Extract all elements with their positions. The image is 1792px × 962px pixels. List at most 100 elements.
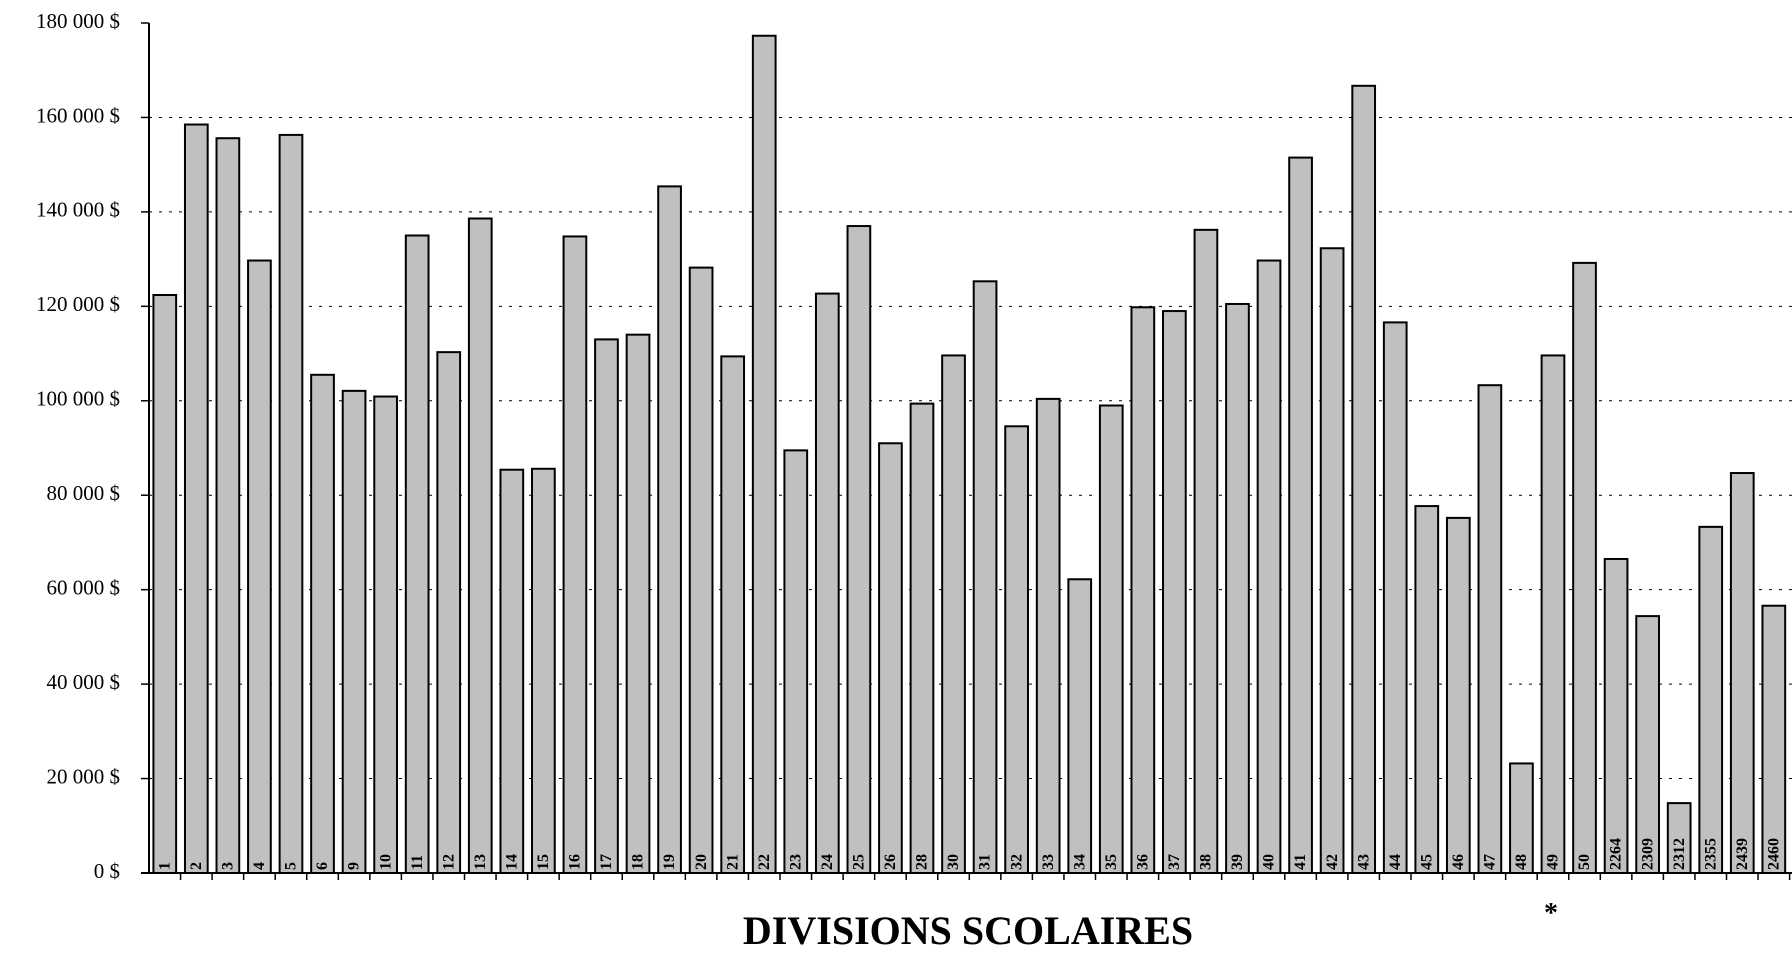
y-tick-label: 160 000 $ [36, 103, 120, 127]
bar [1572, 261, 1597, 874]
x-tick-label: 1 [156, 862, 173, 870]
x-tick-label: 2355 [1702, 838, 1719, 870]
x-tick-label: 2 [188, 862, 205, 870]
x-tick-label: 40 [1261, 854, 1278, 870]
x-tick-label: 42 [1324, 854, 1341, 870]
bar [814, 292, 840, 875]
x-tick-label: 6 [314, 862, 331, 870]
bar [941, 354, 966, 874]
bar [1351, 84, 1377, 875]
bar [1256, 259, 1282, 874]
bar [1382, 321, 1408, 874]
x-tick-label: 31 [977, 854, 994, 870]
bar [373, 395, 398, 874]
bar [1540, 354, 1566, 874]
bar [1761, 604, 1787, 874]
x-tick-label: 47 [1482, 854, 1499, 870]
y-tick-label: 20 000 $ [47, 764, 121, 788]
x-tick-label: 19 [661, 854, 678, 870]
y-tick-label: 0 $ [94, 859, 120, 883]
bar [183, 123, 209, 875]
x-tick-label: 34 [1071, 854, 1088, 870]
bar [1193, 228, 1219, 875]
bar [909, 402, 935, 874]
x-tick-label: 16 [567, 854, 584, 870]
bar [562, 235, 588, 874]
x-tick-label: 9 [346, 862, 363, 870]
x-tick-label: 41 [1292, 854, 1309, 870]
x-tick-label: 46 [1450, 854, 1467, 870]
bar [1130, 306, 1156, 874]
x-tick-label: 49 [1545, 854, 1562, 870]
x-tick-label: 50 [1576, 854, 1593, 870]
bar [657, 185, 682, 874]
x-tick-label: 5 [283, 862, 300, 870]
bar [215, 137, 241, 874]
y-tick-label: 100 000 $ [36, 387, 120, 411]
bar [846, 225, 872, 875]
bar [1225, 302, 1250, 874]
x-tick-label: 22 [756, 854, 773, 870]
x-tick-label: 24 [819, 854, 836, 870]
bar [436, 351, 462, 874]
x-tick-label: 26 [882, 854, 899, 870]
bar [1445, 516, 1471, 875]
bar [531, 467, 556, 874]
x-tick-label: 23 [787, 854, 804, 870]
x-tick-label: 14 [503, 854, 520, 870]
x-axis-title: DIVISIONS SCOLAIRES [743, 908, 1193, 953]
x-tick-label: 18 [630, 854, 647, 870]
y-tick-label: 120 000 $ [36, 292, 120, 316]
y-tick-label: 60 000 $ [47, 575, 121, 599]
bar [878, 442, 903, 874]
x-tick-label: 2312 [1671, 838, 1688, 870]
y-tick-label: 40 000 $ [47, 670, 121, 694]
x-tick-label: 38 [1198, 854, 1215, 870]
bar [720, 355, 746, 874]
bar [1603, 557, 1629, 874]
bar [1067, 578, 1093, 874]
bar [1162, 310, 1187, 874]
bar [688, 266, 714, 875]
x-tick-label: 28 [914, 854, 931, 870]
bar [278, 133, 304, 874]
bar [404, 234, 430, 874]
bar [1319, 247, 1345, 874]
bar [1098, 404, 1124, 874]
x-tick-label: 3 [220, 862, 237, 870]
x-tick-label: 4 [251, 862, 268, 870]
bar [341, 389, 367, 874]
bar [1288, 156, 1313, 875]
x-tick-label: 39 [1229, 854, 1246, 870]
x-tick-label: 17 [598, 854, 615, 870]
y-tick-label: 140 000 $ [36, 198, 120, 222]
bar [972, 280, 998, 874]
x-tick-label: 30 [945, 854, 962, 870]
annotation: * [1544, 898, 1558, 929]
x-tick-label: 48 [1513, 854, 1530, 870]
x-tick-label: 2264 [1608, 838, 1625, 870]
x-tick-label: 43 [1355, 854, 1372, 870]
bar [467, 217, 493, 874]
bar [1414, 505, 1440, 874]
y-tick-label: 180 000 $ [36, 9, 120, 33]
bar [751, 34, 777, 874]
bar [625, 333, 651, 874]
x-tick-label: 36 [1134, 854, 1151, 870]
bar [247, 259, 272, 874]
x-tick-label: 20 [693, 854, 710, 870]
x-tick-label: 11 [409, 855, 426, 870]
x-tick-label: 32 [1008, 854, 1025, 870]
bar [1729, 472, 1755, 874]
x-tick-label: 21 [724, 854, 741, 870]
bar [1477, 384, 1503, 874]
x-tick-label: 13 [472, 854, 489, 870]
x-tick-label: 45 [1418, 854, 1435, 870]
bar [783, 449, 809, 874]
x-tick-label: 2439 [1734, 838, 1751, 870]
x-tick-label: 2460 [1765, 838, 1782, 870]
x-tick-label: 10 [377, 854, 394, 870]
bar [310, 373, 335, 874]
x-tick-label: 35 [1103, 854, 1120, 870]
